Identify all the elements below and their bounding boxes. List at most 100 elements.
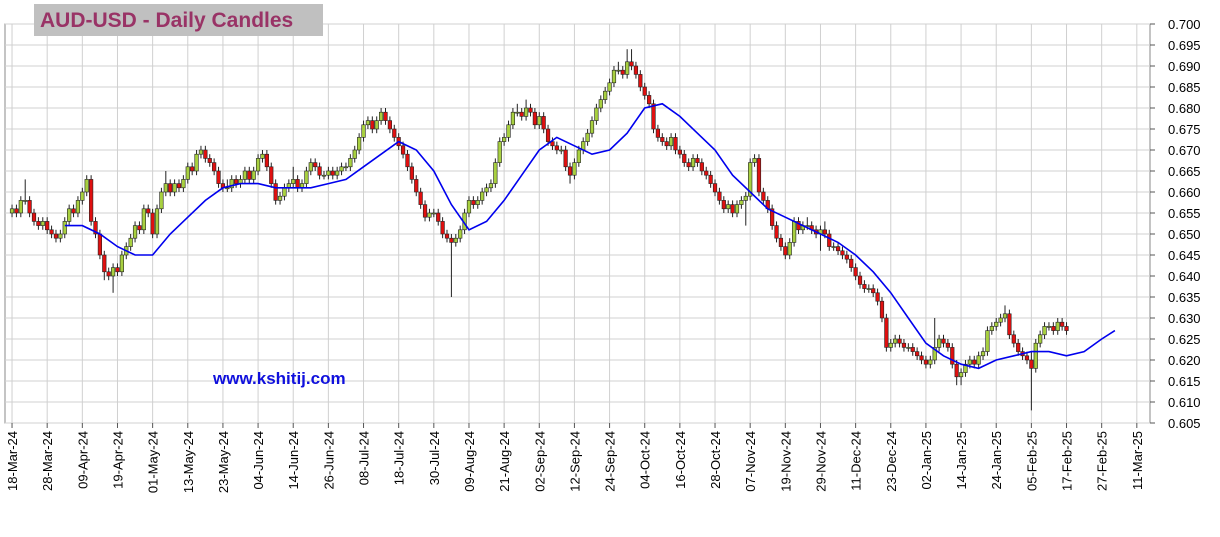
- chart-title: AUD-USD - Daily Candles: [40, 9, 293, 32]
- candle-body: [761, 191, 766, 201]
- candle-body: [748, 162, 753, 197]
- candle-body: [321, 174, 327, 177]
- candle-body: [778, 237, 784, 247]
- candle-body: [822, 229, 827, 235]
- candle-body: [313, 162, 318, 168]
- y-tick-label: 0.700: [1168, 17, 1201, 32]
- candle-body: [906, 347, 911, 349]
- candle-body: [418, 191, 423, 205]
- x-tick-label: 01-May-24: [146, 431, 161, 493]
- candle-body: [792, 221, 797, 243]
- candle-body: [488, 183, 494, 189]
- x-tick-label: 28-Mar-24: [40, 431, 55, 491]
- candle-body: [576, 149, 581, 163]
- candle-body: [647, 95, 652, 105]
- candle-body: [247, 170, 252, 180]
- candle-body: [106, 271, 111, 277]
- candle-body: [686, 162, 691, 168]
- candle-body: [304, 170, 309, 184]
- candle-body: [379, 111, 384, 121]
- y-tick-label: 0.660: [1168, 185, 1201, 200]
- candle-body: [89, 179, 94, 222]
- watermark: www.kshitij.com: [212, 369, 346, 388]
- candle-body: [633, 65, 639, 75]
- candle-body: [603, 90, 608, 100]
- candle-body: [629, 61, 634, 67]
- y-tick-label: 0.670: [1168, 143, 1201, 158]
- candle-body: [1060, 321, 1065, 327]
- candle-body: [625, 61, 630, 75]
- candle-body: [295, 179, 300, 189]
- y-tick-label: 0.665: [1168, 164, 1201, 179]
- candle-body: [1042, 326, 1047, 336]
- x-tick-label: 04-Jun-24: [251, 431, 266, 490]
- x-tick-label: 19-Apr-24: [110, 431, 125, 489]
- candle-body: [361, 124, 366, 138]
- candle-body: [853, 267, 858, 277]
- candle-body: [708, 174, 713, 184]
- candle-body: [928, 359, 933, 365]
- candle-body: [497, 141, 502, 163]
- x-tick-label: 09-Aug-24: [462, 431, 477, 492]
- candle-body: [36, 221, 41, 226]
- candle-body: [563, 149, 568, 168]
- candle-body: [774, 225, 779, 239]
- candle-body: [198, 149, 204, 155]
- candle-body: [18, 200, 23, 214]
- candle-body: [862, 284, 867, 289]
- y-tick-label: 0.645: [1168, 248, 1201, 263]
- candle-body: [567, 166, 573, 176]
- candle-body: [1029, 359, 1034, 369]
- x-tick-label: 12-Sep-24: [567, 431, 582, 492]
- y-tick-label: 0.640: [1168, 269, 1201, 284]
- candle-body: [339, 166, 344, 172]
- candle-body: [844, 254, 849, 260]
- x-tick-label: 30-Jul-24: [427, 431, 442, 485]
- candle-body: [875, 292, 880, 302]
- candle-body: [53, 233, 59, 239]
- candle-body: [23, 200, 28, 202]
- candle-body: [717, 191, 722, 201]
- candle-body: [545, 128, 551, 142]
- candle-body: [273, 183, 278, 201]
- candle-body: [704, 170, 709, 176]
- candle-body: [119, 254, 124, 273]
- candle-body: [154, 208, 160, 235]
- candle-body: [945, 342, 950, 348]
- x-tick-label: 28-Oct-24: [708, 431, 723, 489]
- x-tick-label: 02-Sep-24: [532, 431, 547, 492]
- candle-body: [264, 153, 269, 168]
- candle-body: [642, 86, 647, 96]
- candle-body: [427, 212, 432, 218]
- y-tick-label: 0.605: [1168, 416, 1201, 431]
- candle-body: [1046, 326, 1052, 328]
- x-tick-label: 21-Aug-24: [497, 431, 512, 492]
- candle-body: [783, 246, 788, 256]
- candle-body: [93, 221, 98, 235]
- candle-body: [668, 137, 674, 147]
- candle-body: [357, 137, 362, 151]
- candle-body: [475, 200, 480, 205]
- y-tick-label: 0.615: [1168, 374, 1201, 389]
- candle-body: [251, 170, 256, 180]
- candle-body: [84, 179, 89, 193]
- candle-body: [550, 141, 555, 147]
- candle-body: [75, 200, 81, 214]
- candle-body: [242, 170, 247, 180]
- candle-body: [954, 363, 959, 378]
- candle-body: [537, 116, 542, 126]
- candle-body: [871, 288, 876, 294]
- candle-body: [849, 258, 854, 268]
- x-tick-label: 19-Nov-24: [778, 431, 793, 492]
- candle-body: [431, 212, 436, 215]
- x-tick-label: 04-Oct-24: [638, 431, 653, 489]
- candle-body: [519, 111, 524, 117]
- candle-body: [40, 221, 45, 226]
- candle-body: [879, 300, 885, 319]
- candle-body: [172, 183, 177, 193]
- candle-body: [185, 166, 190, 180]
- x-tick-label: 08-Jul-24: [357, 431, 372, 485]
- candle-body: [620, 69, 625, 75]
- candle-body: [146, 208, 151, 214]
